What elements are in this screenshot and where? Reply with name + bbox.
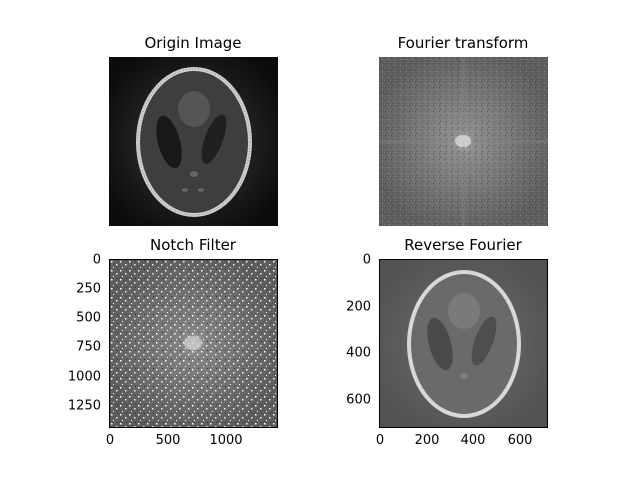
origin-image (109, 57, 278, 226)
reverse-image (379, 259, 548, 428)
notch-ytick-5: 1250 (67, 398, 101, 414)
reverse-xtick-1: 200 (414, 433, 440, 448)
notch-ytick-4: 1000 (67, 369, 101, 385)
notch-ytick-2: 500 (76, 310, 101, 326)
fourier-image (379, 57, 548, 226)
panel-title-notch: Notch Filter (150, 236, 236, 254)
reverse-ytick-3: 600 (346, 392, 371, 408)
panel-title-reverse: Reverse Fourier (404, 236, 522, 254)
notch-xtick-2: 1000 (209, 433, 243, 448)
notch-ytick-3: 750 (76, 339, 101, 355)
notch-xtick-1: 500 (155, 433, 181, 448)
panel-title-fourier: Fourier transform (397, 34, 529, 52)
reverse-xtick-0: 0 (375, 433, 385, 448)
notch-image (109, 259, 278, 428)
reverse-ytick-1: 200 (346, 299, 371, 315)
reverse-xtick-2: 400 (460, 433, 486, 448)
reverse-ytick-0: 0 (362, 252, 371, 268)
notch-ytick-1: 250 (76, 281, 101, 297)
reverse-ytick-2: 400 (346, 345, 371, 361)
notch-xtick-0: 0 (105, 433, 115, 448)
panel-title-origin: Origin Image (144, 34, 242, 52)
notch-ytick-0: 0 (92, 252, 101, 268)
reverse-xtick-3: 600 (507, 433, 533, 448)
